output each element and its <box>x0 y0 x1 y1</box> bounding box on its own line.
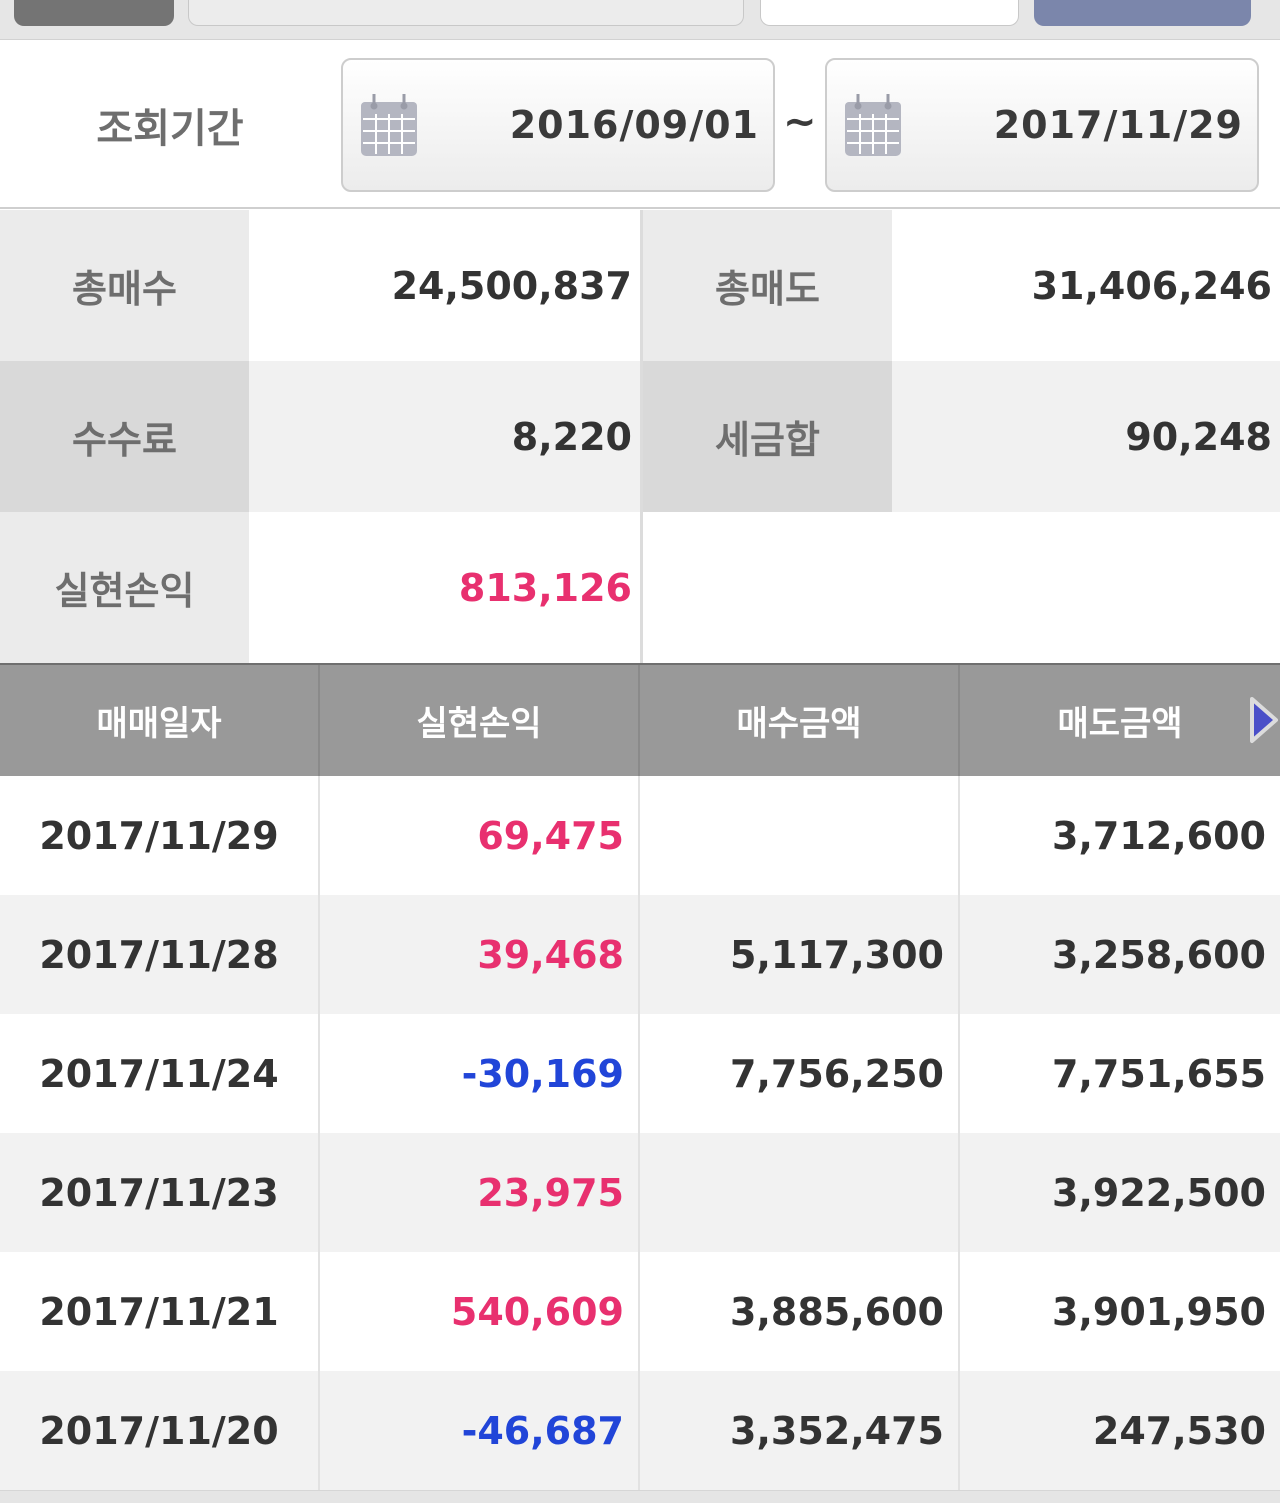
sell-amount-cell: 7,751,655 <box>1052 1051 1266 1096</box>
buy-amount-cell: 3,885,600 <box>640 1252 960 1371</box>
summary-row: 총매수 24,500,837 총매도 31,406,246 <box>0 210 1280 361</box>
total-sell-label: 총매도 <box>643 210 892 361</box>
realized-pnl-label: 실현손익 <box>0 512 249 663</box>
sell-amount-cell: 3,258,600 <box>1052 932 1266 977</box>
header-sell-amount-label: 매도금액 <box>1057 704 1183 744</box>
realized-pnl-cell: 69,475 <box>320 776 640 895</box>
trade-date-cell: 2017/11/29 <box>0 776 320 895</box>
table-header: 매매일자 실현손익 매수금액 매도금액 <box>0 663 1280 776</box>
buy-amount-cell: 5,117,300 <box>640 895 960 1014</box>
trade-date-cell: 2017/11/24 <box>0 1014 320 1133</box>
sell-amount-cell: 3,712,600 <box>1052 813 1266 858</box>
trade-date-cell: 2017/11/23 <box>0 1133 320 1252</box>
buy-amount-cell <box>640 1133 960 1252</box>
toolbar-button-1[interactable] <box>14 0 174 26</box>
realized-pnl-cell: 23,975 <box>320 1133 640 1252</box>
table-row[interactable]: 2017/11/20 -46,687 3,352,475 247,530 <box>0 1371 1280 1490</box>
header-trade-date[interactable]: 매매일자 <box>0 665 320 776</box>
triangle-right-icon[interactable] <box>1246 695 1280 745</box>
summary-panel: 총매수 24,500,837 총매도 31,406,246 수수료 8,220 … <box>0 210 1280 663</box>
trade-date-cell: 2017/11/21 <box>0 1252 320 1371</box>
toolbar-field[interactable] <box>188 0 744 26</box>
summary-row: 수수료 8,220 세금합 90,248 <box>0 361 1280 512</box>
realized-pnl-cell: -30,169 <box>320 1014 640 1133</box>
table-row[interactable]: 2017/11/23 23,975 3,922,500 <box>0 1133 1280 1252</box>
header-buy-amount[interactable]: 매수금액 <box>640 665 960 776</box>
fee-label: 수수료 <box>0 361 249 512</box>
sell-amount-cell: 3,901,950 <box>1052 1289 1266 1334</box>
realized-pnl-cell: 39,468 <box>320 895 640 1014</box>
summary-row: 실현손익 813,126 <box>0 512 1280 663</box>
buy-amount-cell: 7,756,250 <box>640 1014 960 1133</box>
toolbar-input[interactable] <box>760 0 1019 26</box>
realized-pnl-cell: -46,687 <box>320 1371 640 1490</box>
total-buy-value: 24,500,837 <box>249 210 640 361</box>
table-row[interactable]: 2017/11/29 69,475 3,712,600 <box>0 776 1280 895</box>
end-date-picker[interactable]: 2017/11/29 <box>825 58 1259 192</box>
tax-value: 90,248 <box>892 361 1280 512</box>
period-selector: 조회기간 2016/09/01 ~ 2017/11/29 <box>0 41 1280 209</box>
sell-amount-cell: 3,922,500 <box>1052 1170 1266 1215</box>
calendar-icon <box>845 94 901 156</box>
fee-value: 8,220 <box>249 361 640 512</box>
trade-date-cell: 2017/11/28 <box>0 895 320 1014</box>
total-buy-label: 총매수 <box>0 210 249 361</box>
header-realized-pnl[interactable]: 실현손익 <box>320 665 640 776</box>
toolbar-search-button[interactable] <box>1034 0 1251 26</box>
buy-amount-cell: 3,352,475 <box>640 1371 960 1490</box>
end-date-value: 2017/11/29 <box>993 103 1243 147</box>
start-date-picker[interactable]: 2016/09/01 <box>341 58 775 192</box>
table-row[interactable]: 2017/11/21 540,609 3,885,600 3,901,950 <box>0 1252 1280 1371</box>
period-label: 조회기간 <box>96 106 244 152</box>
total-sell-value: 31,406,246 <box>892 210 1280 361</box>
realized-pnl-cell: 540,609 <box>320 1252 640 1371</box>
start-date-value: 2016/09/01 <box>509 103 759 147</box>
calendar-icon <box>361 94 417 156</box>
table-row[interactable]: 2017/11/28 39,468 5,117,300 3,258,600 <box>0 895 1280 1014</box>
footer-bar <box>0 1490 1280 1503</box>
tax-label: 세금합 <box>643 361 892 512</box>
realized-pnl-value: 813,126 <box>249 512 640 663</box>
summary-divider <box>640 210 643 663</box>
buy-amount-cell <box>640 776 960 895</box>
sell-amount-cell: 247,530 <box>1092 1408 1266 1453</box>
header-sell-amount[interactable]: 매도금액 <box>960 665 1280 776</box>
table-row[interactable]: 2017/11/24 -30,169 7,756,250 7,751,655 <box>0 1014 1280 1133</box>
trade-date-cell: 2017/11/20 <box>0 1371 320 1490</box>
date-separator: ~ <box>783 99 817 145</box>
trade-table-body: 2017/11/29 69,475 3,712,600 2017/11/28 39,46… <box>0 776 1280 1490</box>
top-toolbar <box>0 0 1280 40</box>
